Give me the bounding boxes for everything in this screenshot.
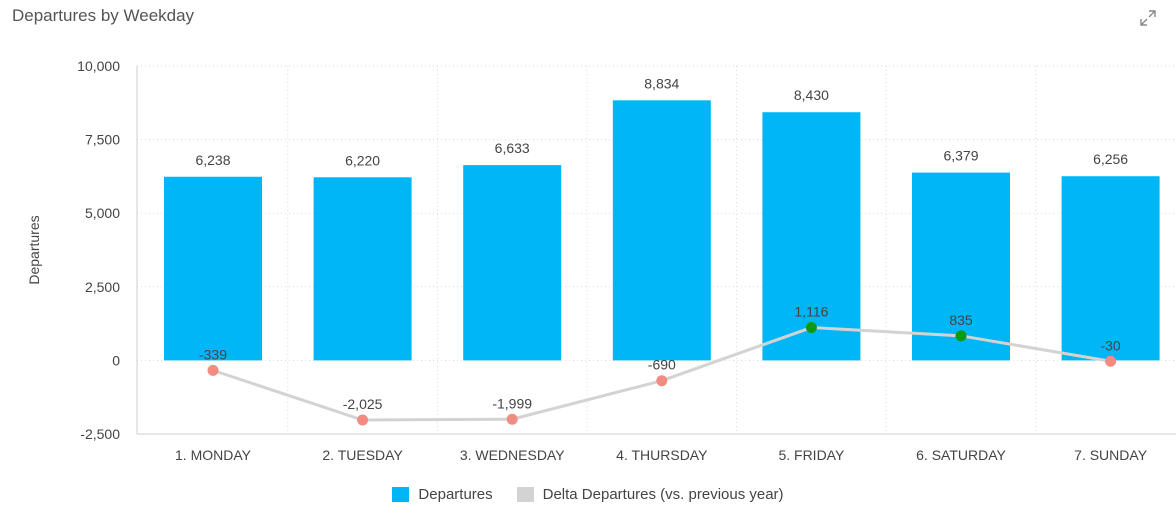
delta-point [1105, 355, 1117, 367]
delta-point [207, 364, 219, 376]
delta-data-label: 1,116 [794, 304, 828, 320]
bar [164, 176, 262, 361]
bar [762, 112, 861, 361]
y-tick-label: 2,500 [85, 279, 120, 295]
delta-data-label: -690 [648, 357, 676, 373]
line-layer [207, 322, 1117, 426]
bar [463, 165, 562, 361]
bar-data-label: 6,256 [1093, 151, 1128, 167]
delta-data-label: -30 [1100, 337, 1120, 353]
chart-svg: 10,000 7,500 5,000 2,500 0 -2,500 1. MONDAY 2. … [26, 58, 1176, 463]
delta-point [656, 375, 668, 387]
delta-point [357, 414, 369, 426]
x-tick-label: 5. FRIDAY [778, 447, 845, 463]
y-tick-label: 7,500 [85, 132, 120, 148]
y-tick-label: 5,000 [85, 205, 120, 221]
y-axis-title: Departures [26, 215, 42, 284]
bar-layer [164, 100, 1160, 361]
delta-data-label: -339 [199, 346, 227, 362]
legend-item-departures[interactable]: Departures [392, 486, 493, 503]
delta-data-label: 835 [949, 312, 973, 328]
grid-layer [137, 65, 1176, 434]
delta-point [955, 330, 967, 342]
y-tick-label: -2,500 [80, 426, 120, 442]
legend-label-delta: Delta Departures (vs. previous year) [542, 486, 784, 503]
bar-data-label: 6,379 [943, 148, 978, 164]
bar [1061, 176, 1160, 361]
label-layer: 6,238 6,220 6,633 8,834 8,430 6,379 6,256 -339 -… [195, 75, 1128, 412]
bar-data-label: 8,834 [644, 75, 679, 91]
delta-data-label: -1,999 [492, 395, 532, 411]
y-tick-label: 0 [112, 352, 120, 368]
x-tick-label: 7. SUNDAY [1074, 447, 1148, 463]
x-tick-label: 4. THURSDAY [616, 447, 708, 463]
bar-data-label: 8,430 [794, 87, 829, 103]
bar-data-label: 6,238 [195, 152, 230, 168]
legend-swatch-delta [516, 487, 534, 502]
legend: Departures Delta Departures (vs. previou… [0, 486, 1176, 503]
bar [313, 177, 412, 361]
delta-point [805, 322, 817, 334]
axis-layer: 10,000 7,500 5,000 2,500 0 -2,500 1. MONDAY 2. … [77, 58, 1176, 463]
x-tick-label: 1. MONDAY [175, 447, 252, 463]
bar [612, 100, 711, 361]
delta-point [506, 413, 518, 425]
expand-icon[interactable] [1138, 8, 1158, 28]
delta-data-label: -2,025 [343, 396, 383, 412]
bar-data-label: 6,220 [345, 152, 380, 168]
legend-swatch-departures [392, 487, 410, 502]
y-tick-label: 10,000 [77, 58, 120, 74]
bar-data-label: 6,633 [495, 140, 530, 156]
bar [912, 172, 1010, 361]
x-tick-label: 3. WEDNESDAY [460, 447, 565, 463]
x-tick-label: 2. TUESDAY [322, 447, 403, 463]
x-tick-label: 6. SATURDAY [916, 447, 1006, 463]
legend-label-departures: Departures [418, 486, 493, 503]
legend-item-delta[interactable]: Delta Departures (vs. previous year) [516, 486, 784, 503]
chart-title: Departures by Weekday [12, 6, 195, 25]
